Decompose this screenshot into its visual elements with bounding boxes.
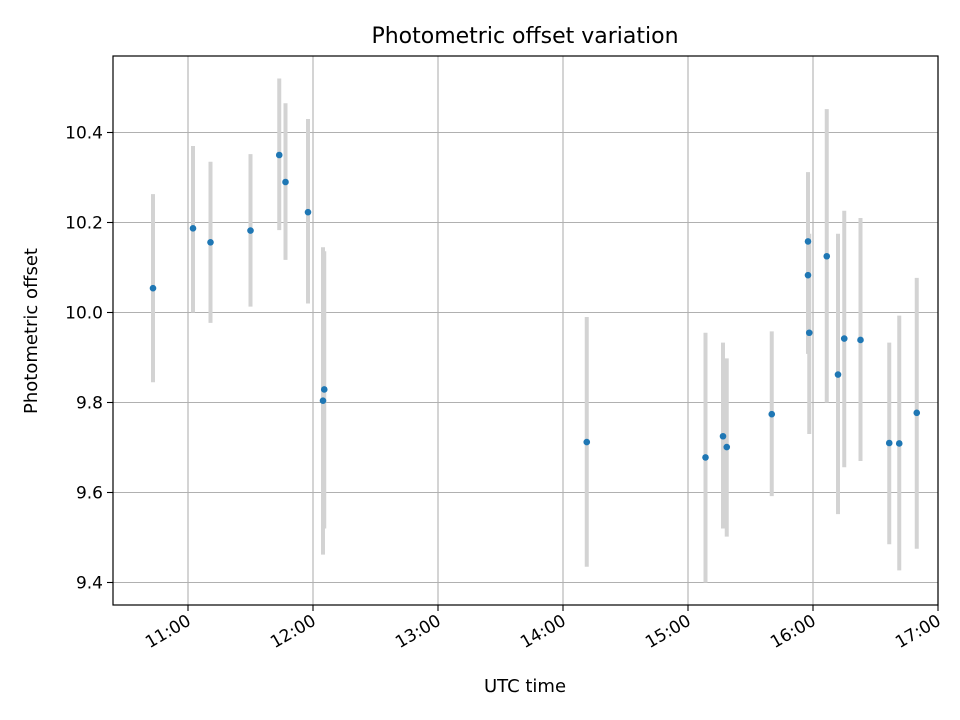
x-tick-label: 15:00 (642, 611, 694, 653)
data-point (189, 225, 197, 232)
plot-background (113, 56, 938, 605)
x-tick-label: 14:00 (517, 611, 569, 653)
data-point (247, 227, 254, 234)
chart-title: Photometric offset variation (371, 24, 678, 49)
data-point (823, 252, 831, 260)
x-tick-label: 12:00 (267, 611, 319, 653)
data-point (834, 371, 842, 378)
x-tick-label: 17:00 (892, 611, 944, 653)
data-point (275, 151, 283, 159)
data-point (149, 284, 157, 292)
y-tick-label: 9.8 (76, 394, 103, 414)
data-point (207, 239, 214, 246)
y-tick-label: 10.2 (65, 214, 103, 234)
data-point (913, 409, 921, 417)
data-point (304, 208, 312, 216)
data-point (805, 329, 813, 337)
y-tick-label: 10.4 (65, 124, 103, 144)
data-point (840, 335, 848, 342)
data-point (885, 439, 893, 447)
data-point (804, 238, 812, 245)
data-point (702, 454, 709, 461)
data-point (319, 397, 327, 405)
x-axis-label: UTC time (484, 676, 566, 697)
data-point (719, 432, 727, 440)
data-point (804, 271, 812, 279)
plot-frame (112, 55, 939, 606)
data-point (282, 178, 289, 186)
y-tick-label: 9.6 (76, 484, 103, 504)
data-point (857, 336, 864, 344)
x-tick-label: 16:00 (767, 611, 819, 653)
data-points (149, 151, 921, 461)
data-point (320, 386, 328, 393)
y-tick-label: 10.0 (65, 304, 103, 324)
y-tick-label: 9.4 (76, 574, 103, 594)
y-axis-label: Photometric offset (21, 248, 42, 414)
data-point (768, 410, 776, 418)
data-point (895, 440, 903, 447)
data-point (723, 443, 731, 451)
data-point (583, 438, 591, 446)
x-tick-label: 13:00 (392, 611, 444, 653)
x-tick-label: 11:00 (142, 611, 194, 653)
